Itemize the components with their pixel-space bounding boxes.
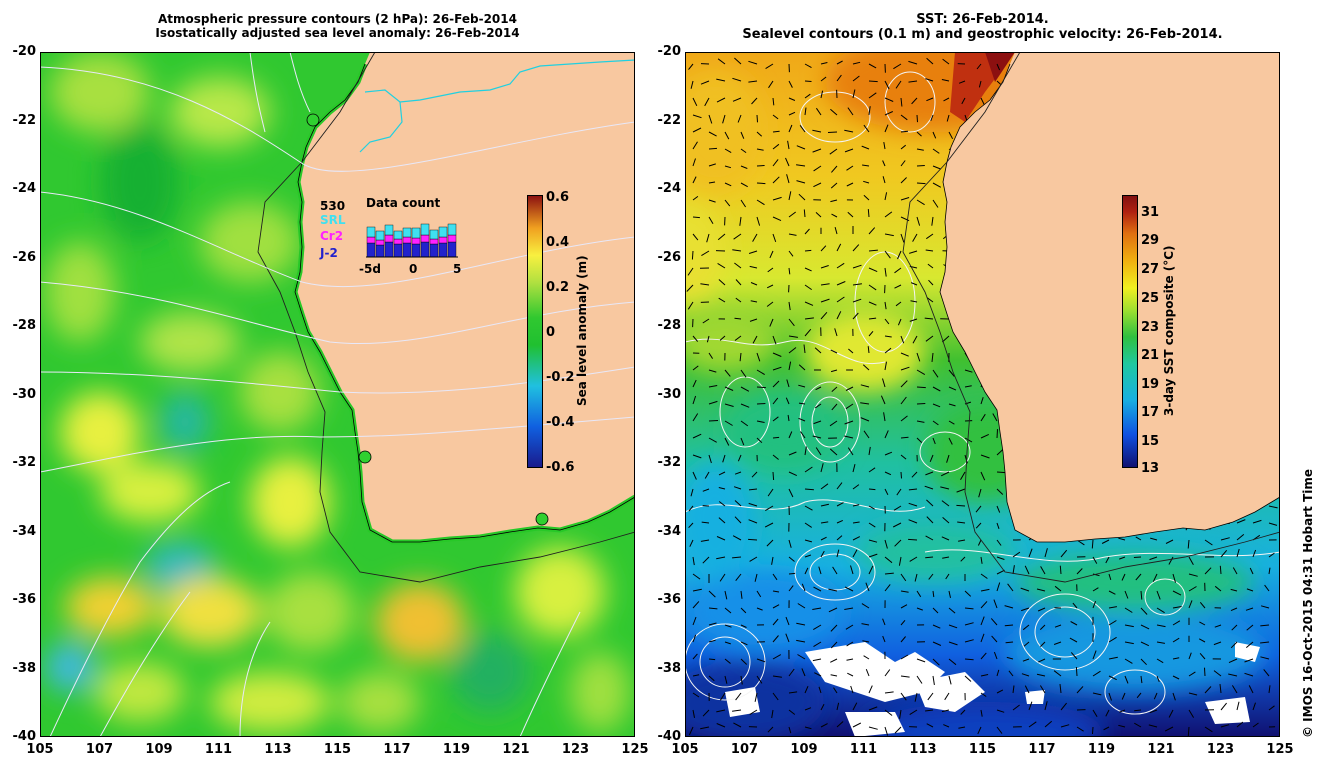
legend-j2: J-2 [320, 246, 338, 260]
right-y-tick-label: -22 [657, 112, 682, 128]
tide-gauge-marker[interactable] [535, 512, 549, 526]
sla-cb-tick: -0.4 [546, 415, 575, 430]
data-count-xtick: 5 [453, 262, 462, 276]
sst-cb-tick: 13 [1141, 461, 1160, 476]
left-y-tick-label: -36 [12, 592, 37, 607]
sst-cb-tick: 21 [1141, 348, 1160, 363]
right-y-tick-label: -30 [657, 386, 682, 402]
left-x-tick-label: 113 [264, 742, 292, 757]
left-title-line1: Atmospheric pressure contours (2 hPa): 2… [158, 12, 517, 26]
left-y-tick-label: -26 [12, 249, 37, 265]
right-x-tick-label: 105 [671, 742, 699, 757]
sla-cb-tick: -0.2 [546, 370, 575, 385]
right-y-tick-label: -24 [657, 181, 682, 196]
left-y-tick-label: -30 [12, 386, 37, 402]
right-y-tick-label: -40 [657, 729, 682, 744]
sealevel-contours [685, 71, 1280, 715]
right-y-tick-label: -20 [657, 44, 682, 59]
right-y-tick-label: -36 [657, 592, 682, 607]
left-x-tick-label: 115 [323, 742, 352, 757]
legend-cr2: Cr2 [320, 229, 344, 243]
sla-cb-tick: 0 [546, 325, 556, 340]
sst-cb-tick: 19 [1141, 377, 1160, 392]
right-title-line2: Sealevel contours (0.1 m) and geostrophi… [742, 27, 1223, 42]
sst-cb-tick: 25 [1141, 291, 1160, 306]
data-count-chart [366, 223, 458, 258]
left-y-tick-label: -20 [12, 44, 37, 59]
right-title-line1: SST: 26-Feb-2014. [916, 12, 1049, 27]
tide-gauge-marker[interactable] [358, 450, 372, 464]
sst-cb-tick: 27 [1141, 262, 1160, 277]
right-x-tick-label: 123 [1206, 742, 1235, 757]
sla-cb-tick: 0.2 [546, 280, 570, 295]
left-x-tick-label: 125 [621, 742, 649, 757]
sla-blobs [45, 52, 630, 732]
right-y-tick-label: -34 [657, 523, 682, 539]
land-australia [940, 52, 1280, 542]
sst-cb-tick: 29 [1141, 233, 1160, 248]
sla-cb-tick: 0.4 [546, 235, 570, 250]
left-x-tick-label: 105 [26, 742, 54, 757]
left-y-tick-label: -28 [12, 318, 37, 333]
left-y-tick-label: -32 [12, 455, 37, 470]
data-count-xtick: -5d [359, 262, 381, 276]
right-map-title: SST: 26-Feb-2014. Sealevel contours (0.1… [685, 12, 1280, 42]
right-map-sst[interactable] [685, 52, 1280, 737]
left-y-tick-label: -34 [12, 523, 37, 539]
data-count-xtick: 0 [409, 262, 418, 276]
left-x-tick-label: 117 [383, 742, 411, 757]
left-y-tick-label: -38 [12, 660, 37, 676]
left-x-tick-label: 111 [204, 742, 233, 757]
pressure-contours [40, 52, 635, 737]
right-y-tick-label: -32 [657, 455, 682, 470]
left-map-sla[interactable] [40, 52, 635, 737]
sst-cb-tick: 23 [1141, 320, 1160, 335]
right-x-tick-label: 125 [1266, 742, 1294, 757]
left-y-tick-label: -24 [12, 181, 37, 196]
right-x-tick-label: 115 [968, 742, 997, 757]
right-x-tick-label: 107 [730, 742, 759, 757]
sla-colorbar [527, 195, 543, 468]
left-x-tick-label: 123 [561, 742, 590, 757]
land-australia [295, 52, 635, 542]
right-x-tick-label: 111 [849, 742, 878, 757]
sla-cb-tick: 0.6 [546, 190, 570, 205]
left-x-tick-label: 107 [85, 742, 114, 757]
left-x-tick-label: 121 [502, 742, 530, 757]
sst-cb-tick: 15 [1141, 434, 1160, 449]
sst-colorbar [1122, 195, 1138, 468]
right-x-tick-label: 117 [1028, 742, 1056, 757]
sst-cb-tick: 17 [1141, 405, 1160, 420]
left-map-title: Atmospheric pressure contours (2 hPa): 2… [40, 12, 635, 40]
right-y-tick-label: -38 [657, 660, 682, 676]
left-title-line2: Isostatically adjusted sea level anomaly… [155, 26, 520, 40]
left-x-tick-label: 109 [145, 742, 173, 757]
copyright-text: © IMOS 16-Oct-2015 04:31 Hobart Time [1301, 468, 1315, 738]
data-count-title: Data count [366, 196, 441, 210]
tide-gauge-marker[interactable] [306, 113, 320, 127]
right-x-tick-label: 109 [790, 742, 818, 757]
right-y-tick-label: -26 [657, 249, 682, 265]
left-y-tick-label: -22 [12, 112, 37, 128]
data-count-total: 530 [320, 199, 346, 213]
legend-srl: SRL [320, 213, 346, 227]
left-y-tick-label: -40 [12, 729, 37, 744]
right-y-tick-label: -28 [657, 318, 682, 333]
sst-cb-title: 3-day SST composite (°C) [1162, 245, 1176, 416]
right-x-tick-label: 121 [1147, 742, 1175, 757]
left-x-tick-label: 119 [442, 742, 471, 757]
sla-cb-tick: -0.6 [546, 460, 575, 475]
right-x-tick-label: 113 [909, 742, 937, 757]
right-x-tick-label: 119 [1087, 742, 1116, 757]
sla-cb-title: Sea level anomaly (m) [575, 255, 589, 406]
sst-cb-tick: 31 [1141, 205, 1160, 220]
